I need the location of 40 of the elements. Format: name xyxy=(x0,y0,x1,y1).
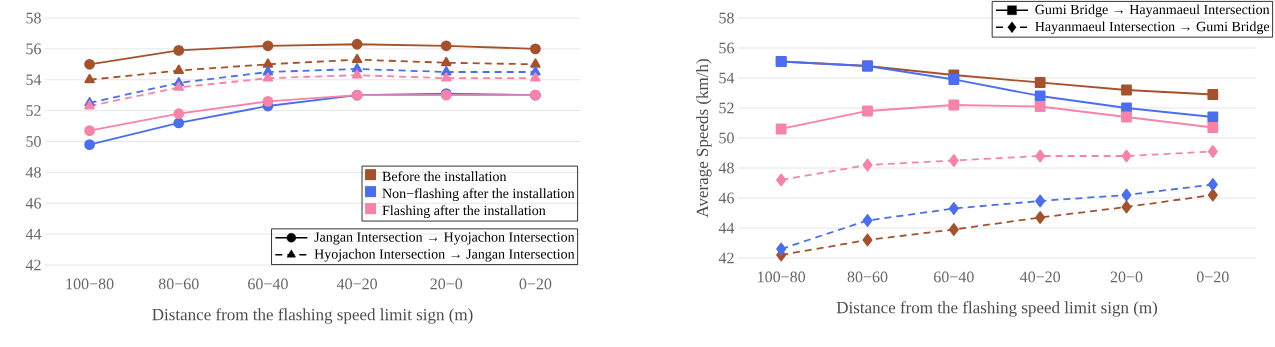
y-tick-label: 50 xyxy=(719,132,734,144)
y-tick-label: 46 xyxy=(718,192,734,204)
y-tick-label: 54 xyxy=(719,72,735,84)
annotation: Hayanmaeul Intersection → Gumi Bridge xyxy=(1035,21,1270,35)
y-tick-label: 46 xyxy=(25,197,42,209)
y-tick-label: 48 xyxy=(718,162,734,174)
y-tick-label: 56 xyxy=(26,43,42,55)
x-tick-label: 20−0 xyxy=(430,278,463,290)
annotation: Before the installation xyxy=(382,171,507,182)
y-tick-label: 54 xyxy=(26,74,42,86)
y-tick-label: 56 xyxy=(719,42,734,54)
x-axis-title: Distance from the flashing speed limit sign (m) xyxy=(836,301,1158,317)
y-tick-label: 58 xyxy=(26,12,41,24)
x-tick-label: 80−60 xyxy=(158,278,199,290)
annotation: Hyojachon Intersection → Jangan Intersection xyxy=(314,248,575,262)
y-tick-label: 42 xyxy=(718,252,734,264)
x-tick-label: 100−80 xyxy=(758,271,806,283)
x-tick-label: 20−0 xyxy=(1110,271,1143,283)
x-tick-label: 100−80 xyxy=(66,278,114,290)
y-tick-label: 42 xyxy=(25,259,41,271)
x-tick-label: 0−20 xyxy=(1196,271,1229,283)
annotation: Jangan Intersection → Hyojachon Intersection xyxy=(314,231,575,245)
y-tick-label: 52 xyxy=(26,105,41,116)
text: Gumi Bridge → Hayanmaeul Intersection xyxy=(1035,4,1270,18)
y-tick-label: 48 xyxy=(25,166,41,178)
annotation: Flashing after the installation xyxy=(382,205,546,219)
x-tick-label: 0−20 xyxy=(519,278,552,290)
annotation: Non−flashing after the installation xyxy=(382,188,575,202)
y-tick-label: 44 xyxy=(25,228,42,240)
x-tick-label: 40−20 xyxy=(1019,271,1061,283)
y-tick-label: 52 xyxy=(719,102,734,114)
x-axis-title: Distance from the flashing speed limit sign (m) xyxy=(152,308,473,324)
x-tick-label: 80−60 xyxy=(847,271,888,283)
x-tick-label: 60−40 xyxy=(934,271,974,283)
x-tick-label: 40−20 xyxy=(336,278,377,290)
y-axis-title: Average Speeds (km/h) xyxy=(696,59,712,218)
y-tick-label: 50 xyxy=(26,136,41,147)
y-tick-label: 58 xyxy=(719,12,734,24)
y-tick-label: 44 xyxy=(718,222,735,234)
x-tick-label: 60−40 xyxy=(248,278,288,290)
